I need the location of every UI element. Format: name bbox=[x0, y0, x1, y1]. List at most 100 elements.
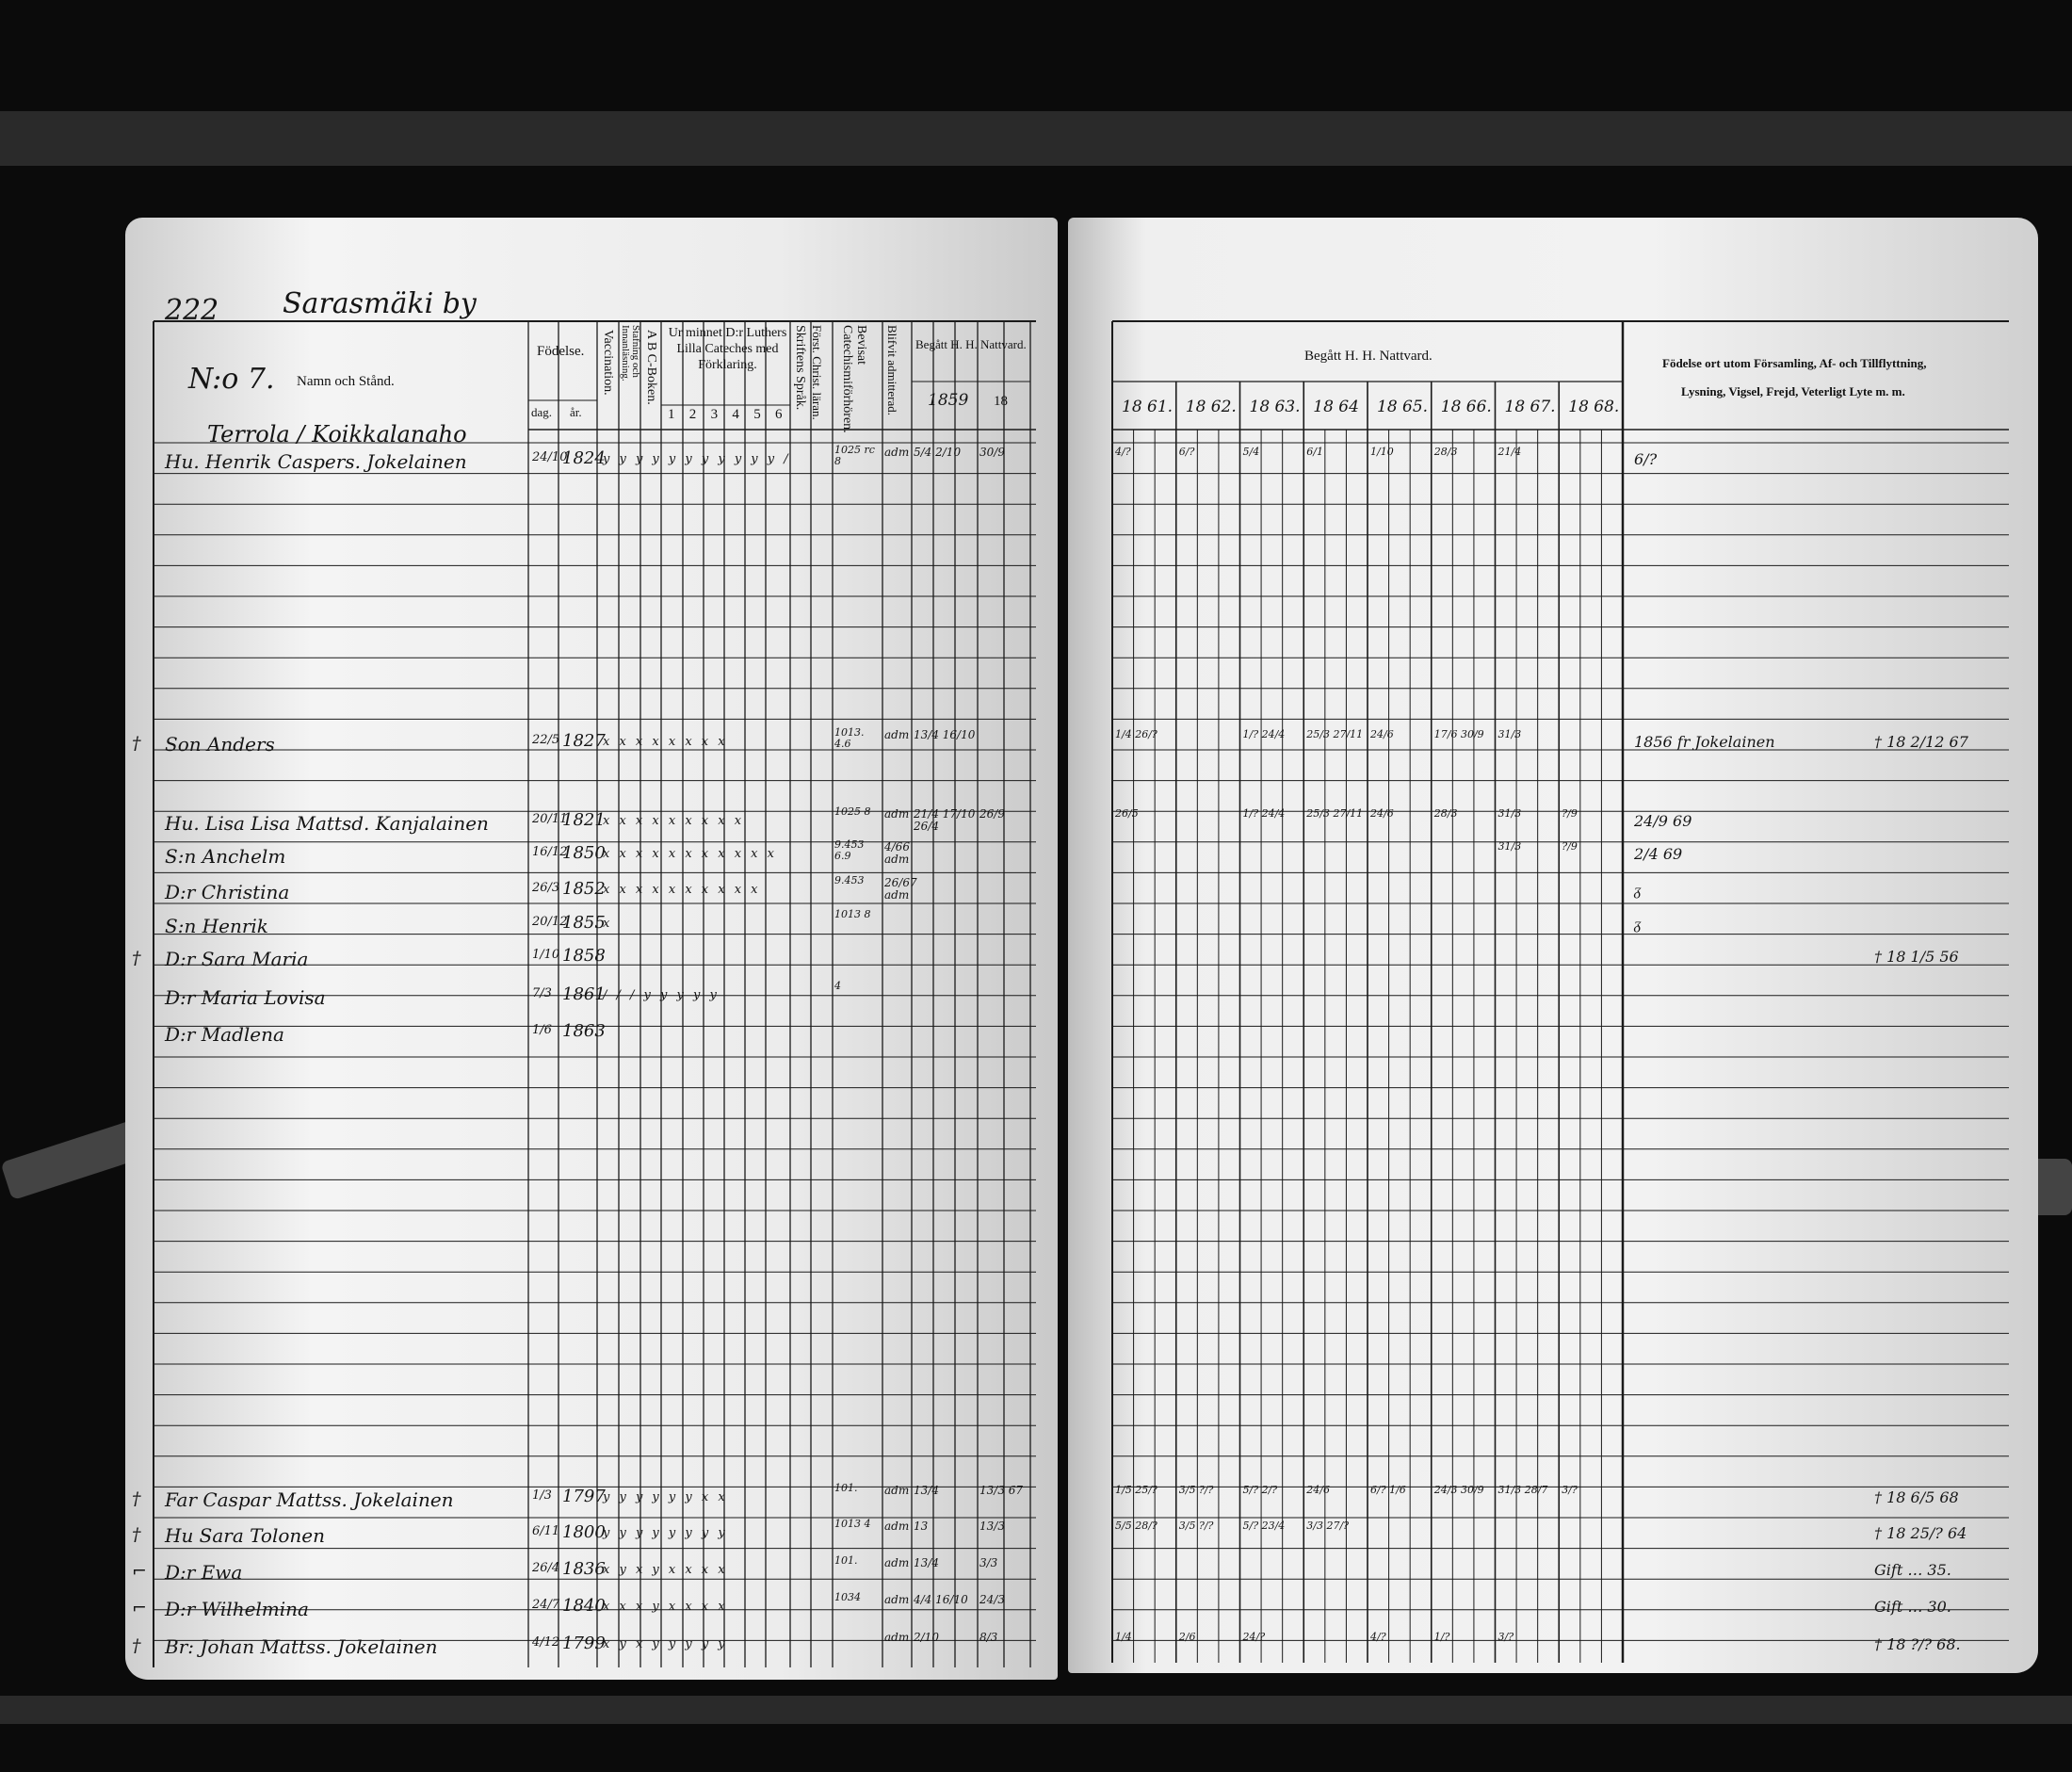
reading-marks: y y y y y y x x bbox=[603, 1490, 728, 1504]
communion-date: 3/3 27/? bbox=[1306, 1520, 1350, 1532]
communion-date: 1/? 24/4 bbox=[1242, 807, 1286, 820]
communion-date: 25/3 27/11 bbox=[1306, 728, 1364, 740]
communion-date: 21/4 bbox=[1497, 446, 1522, 458]
header-year-1859: 1859 bbox=[928, 391, 969, 410]
examination-record: 1013 4 bbox=[834, 1518, 871, 1530]
birth-day: 6/11 bbox=[532, 1524, 560, 1538]
communion-date: 3/? bbox=[1497, 1631, 1514, 1643]
year-header: 18 66. bbox=[1440, 398, 1492, 416]
header-communion-left: Begått H. H. Nattvard. bbox=[915, 337, 1027, 351]
death-mark: † bbox=[132, 948, 141, 968]
birth-day: 24/7 bbox=[532, 1598, 560, 1612]
communion-date: 31/3 bbox=[1497, 840, 1522, 853]
film-band-bottom bbox=[0, 1696, 2072, 1724]
reading-marks: x x x x x x x x x bbox=[603, 814, 745, 828]
communion-date: ?/9 bbox=[1562, 840, 1578, 853]
header-communion-right: Begått H. H. Nattvard. bbox=[1304, 349, 1433, 364]
communion-date: 6/1 bbox=[1306, 446, 1323, 458]
remark-note: 2/4 69 bbox=[1634, 845, 1683, 863]
person-name: Br: Johan Mattss. Jokelainen bbox=[165, 1635, 438, 1658]
admitted-note: adm bbox=[884, 1556, 910, 1569]
person-name: Far Caspar Mattss. Jokelainen bbox=[165, 1488, 454, 1511]
birth-day: 4/12 bbox=[532, 1635, 560, 1650]
communion-18xx: 13/3 67 bbox=[979, 1484, 1024, 1497]
communion-18xx: 13/3 bbox=[979, 1520, 1005, 1533]
left-page bbox=[125, 218, 1058, 1680]
examination-record: 101. bbox=[834, 1554, 858, 1567]
communion-date: 31/3 28/7 bbox=[1497, 1484, 1548, 1496]
death-mark: † bbox=[132, 1635, 141, 1656]
communion-date: 24/6 bbox=[1370, 807, 1394, 820]
film-band-top bbox=[0, 111, 2072, 166]
communion-date: 25/3 27/11 bbox=[1306, 807, 1364, 820]
header-remarks-line2: Lysning, Vigsel, Frejd, Veterligt Lyte m… bbox=[1681, 384, 1905, 398]
examination-record: 4 bbox=[834, 980, 841, 992]
remark-death-note: † 18 1/5 56 bbox=[1874, 948, 1959, 966]
examination-record: 9.453 bbox=[834, 874, 865, 886]
catechism-column-5: 5 bbox=[753, 407, 761, 422]
reading-marks: y y y y y y y y bbox=[603, 1526, 728, 1540]
year-header: 18 62. bbox=[1185, 398, 1237, 416]
communion-date: 28/3 bbox=[1433, 446, 1458, 458]
remark-death-note: † 18 ?/? 68. bbox=[1874, 1635, 1961, 1653]
header-catechism: Ur minnet D:r Luthers Lilla Cateches med… bbox=[668, 326, 787, 372]
right-page bbox=[1068, 218, 2038, 1673]
admitted-note: adm bbox=[884, 446, 910, 459]
remark-note: 1856 fr Jokelainen bbox=[1634, 733, 1775, 751]
communion-date: 24/6 bbox=[1306, 1484, 1330, 1496]
communion-1859: 5/4 2/10 bbox=[914, 446, 962, 459]
reading-marks: x x x x x x x x x x bbox=[603, 883, 761, 897]
village-name: Sarasmäki by bbox=[283, 287, 477, 320]
birth-day: 1/10 bbox=[532, 948, 560, 962]
communion-date: 6/? bbox=[1178, 446, 1195, 458]
remark-note: ᵹ bbox=[1634, 915, 1642, 933]
communion-date: 1/4 bbox=[1115, 1631, 1132, 1643]
reading-marks: x bbox=[603, 917, 613, 931]
communion-date: 1/4 26/? bbox=[1115, 728, 1157, 740]
birth-year: 1850 bbox=[562, 843, 606, 863]
examination-record: 1034 bbox=[834, 1591, 861, 1603]
person-name: D:r Maria Lovisa bbox=[165, 986, 326, 1009]
communion-date: 4/? bbox=[1115, 446, 1131, 458]
header-vaccination: Vaccination. bbox=[601, 330, 615, 396]
person-name: Hu. Lisa Lisa Mattsd. Kanjalainen bbox=[165, 812, 489, 835]
birth-year: 1821 bbox=[562, 810, 606, 830]
communion-18xx: 3/3 bbox=[979, 1556, 998, 1569]
reading-marks: x y x y x x x x bbox=[603, 1563, 728, 1577]
header-scripture: Skriftens Språk. bbox=[793, 325, 807, 411]
admitted-note: 26/67 adm bbox=[884, 876, 917, 902]
birth-year: 1840 bbox=[562, 1596, 606, 1616]
catechism-column-2: 2 bbox=[688, 407, 697, 422]
communion-date: ?/9 bbox=[1562, 807, 1578, 820]
person-name: D:r Wilhelmina bbox=[165, 1598, 309, 1620]
header-day: dag. bbox=[531, 405, 553, 419]
communion-date: 5/? 23/4 bbox=[1242, 1520, 1286, 1532]
birth-day: 26/4 bbox=[532, 1561, 560, 1575]
birth-year: 1827 bbox=[562, 731, 606, 751]
communion-date: 1/5 25/? bbox=[1115, 1484, 1157, 1496]
death-mark: ⌐ bbox=[132, 1598, 147, 1618]
communion-1859: 13/4 16/10 bbox=[914, 728, 976, 741]
birth-day: 24/10 bbox=[532, 450, 568, 464]
catechism-column-1: 1 bbox=[668, 407, 675, 422]
birth-year: 1824 bbox=[562, 448, 606, 468]
reading-marks: x y x y y y y y bbox=[603, 1637, 728, 1651]
examination-record: 101. bbox=[834, 1482, 858, 1494]
admitted-note: 4/66 adm bbox=[884, 840, 910, 866]
examination-record: 1013 8 bbox=[834, 908, 871, 920]
communion-1859: 4/4 16/10 bbox=[914, 1593, 968, 1606]
death-mark: † bbox=[132, 1488, 141, 1509]
communion-date: 24/3 30/9 bbox=[1433, 1484, 1484, 1496]
admitted-note: adm bbox=[884, 1631, 910, 1644]
communion-18xx: 8/3 bbox=[979, 1631, 998, 1644]
communion-date: 6/? 1/6 bbox=[1370, 1484, 1406, 1496]
header-christian-doctrine: Först. Christ. läran. bbox=[810, 325, 824, 420]
header-year: år. bbox=[570, 405, 582, 419]
birth-day: 20/12 bbox=[532, 915, 568, 929]
year-header: 18 68. bbox=[1568, 398, 1620, 416]
communion-date: 1/? bbox=[1433, 1631, 1450, 1643]
communion-date: 1/10 bbox=[1370, 446, 1394, 458]
remark-note: 6/? bbox=[1634, 450, 1658, 468]
admitted-note: adm bbox=[884, 1484, 910, 1497]
remark-death-note: † 18 25/? 64 bbox=[1874, 1524, 1967, 1542]
